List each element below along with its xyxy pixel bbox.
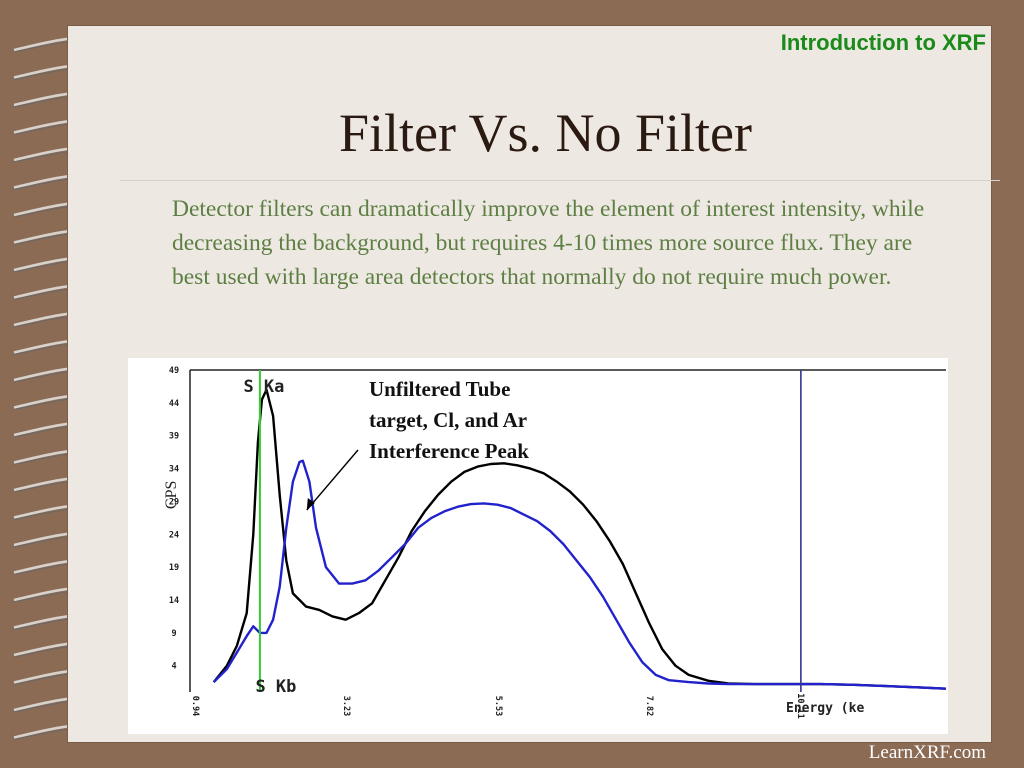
x-tick-label: 7.82 (644, 696, 654, 716)
x-axis-label: Energy (ke (786, 701, 864, 716)
y-tick-label: 29 (169, 497, 179, 507)
chart-annotation: Unfiltered Tube target, Cl, and Ar Inter… (369, 377, 529, 463)
y-tick-label: 14 (169, 596, 179, 606)
peak-label-s-kb: S Kb (255, 677, 296, 697)
spectrum-chart: 4 9 14 19 24 29 34 39 44 49 0.94 3.23 5.53 7.82 10.11 1… (128, 358, 948, 734)
x-tick-label: 10.11 (795, 693, 805, 719)
body-paragraph: Detector filters can dramatically improv… (172, 196, 925, 290)
title-divider (120, 180, 1000, 181)
peak-label-s-ka: S Ka (243, 377, 284, 397)
y-tick-label: 49 (169, 366, 179, 376)
y-tick-label: 9 (171, 629, 176, 639)
x-tick-label: 3.23 (341, 696, 351, 716)
annotation-arrow (306, 449, 359, 511)
series-line-unfiltered (212, 388, 947, 690)
y-axis-label: CPS (163, 481, 180, 509)
y-tick-label: 39 (169, 432, 179, 442)
series-line-filtered (212, 459, 947, 690)
y-tick-label: 44 (169, 399, 179, 409)
annotation-arrowhead (306, 498, 315, 510)
x-tick-label: 0.94 (190, 696, 200, 716)
brand-header: Introduction to XRF (780, 30, 986, 55)
y-tick-label: 4 (171, 662, 176, 672)
y-tick-label: 24 (169, 530, 179, 540)
x-tick-label: 5.53 (493, 696, 503, 716)
x-tick-label: 12.40 (946, 693, 948, 719)
y-tick-label: 34 (169, 465, 179, 475)
footer-credit: LearnXRF.com (868, 742, 986, 763)
y-tick-label: 19 (169, 563, 179, 573)
page-title: Filter Vs. No Filter (338, 103, 752, 163)
